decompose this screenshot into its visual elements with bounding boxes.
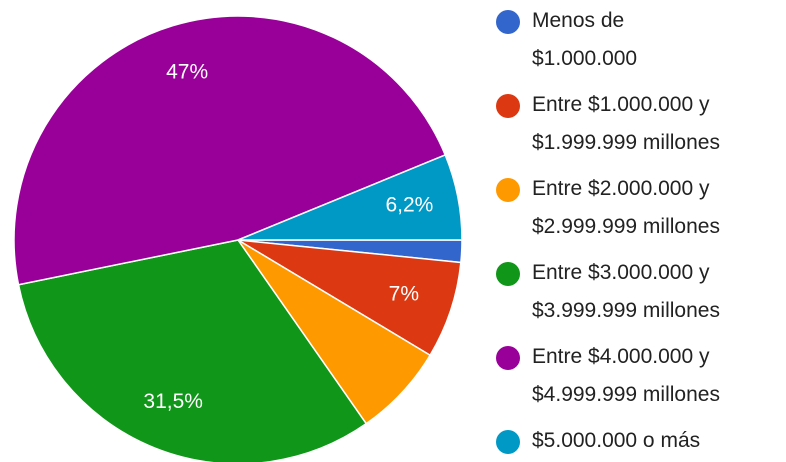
- slice-label: 47%: [166, 60, 208, 83]
- legend-item: Menos de $1.000.000: [496, 4, 720, 86]
- legend-swatch: [496, 10, 520, 34]
- slice: [237, 153, 463, 241]
- slice: [13, 15, 447, 286]
- legend-label: Entre $1.000.000 y $1.999.999 millones: [532, 93, 720, 154]
- legend-swatch: [496, 178, 520, 202]
- legend-label: $5.000.000 o más: [532, 429, 701, 452]
- slice-label: 6,2%: [385, 194, 433, 217]
- legend-swatch: [496, 94, 520, 118]
- legend-label: Entre $3.000.000 y $3.999.999 millones: [532, 261, 720, 322]
- legend-label: Entre $4.000.000 y $4.999.999 millones: [532, 345, 720, 406]
- legend-item: Entre $2.000.000 y $2.999.999 millones: [496, 172, 720, 254]
- legend-label: Entre $2.000.000 y $2.999.999 millones: [532, 177, 720, 238]
- slice: [17, 239, 368, 462]
- legend-label: Menos de $1.000.000: [532, 9, 638, 70]
- slice-label: 7%: [389, 283, 419, 306]
- legend-item: Entre $1.000.000 y $1.999.999 millones: [496, 88, 720, 170]
- legend-swatch: [496, 346, 520, 370]
- legend-swatch: [496, 430, 520, 454]
- legend-item: Entre $4.000.000 y $4.999.999 millones: [496, 340, 720, 422]
- legend-item: Entre $3.000.000 y $3.999.999 millones: [496, 256, 720, 338]
- legend: Menos de $1.000.000 Entre $1.000.000 y $1…: [496, 4, 720, 462]
- legend-item: $5.000.000 o más: [496, 424, 720, 462]
- legend-swatch: [496, 262, 520, 286]
- slice-label: 31,5%: [143, 390, 203, 413]
